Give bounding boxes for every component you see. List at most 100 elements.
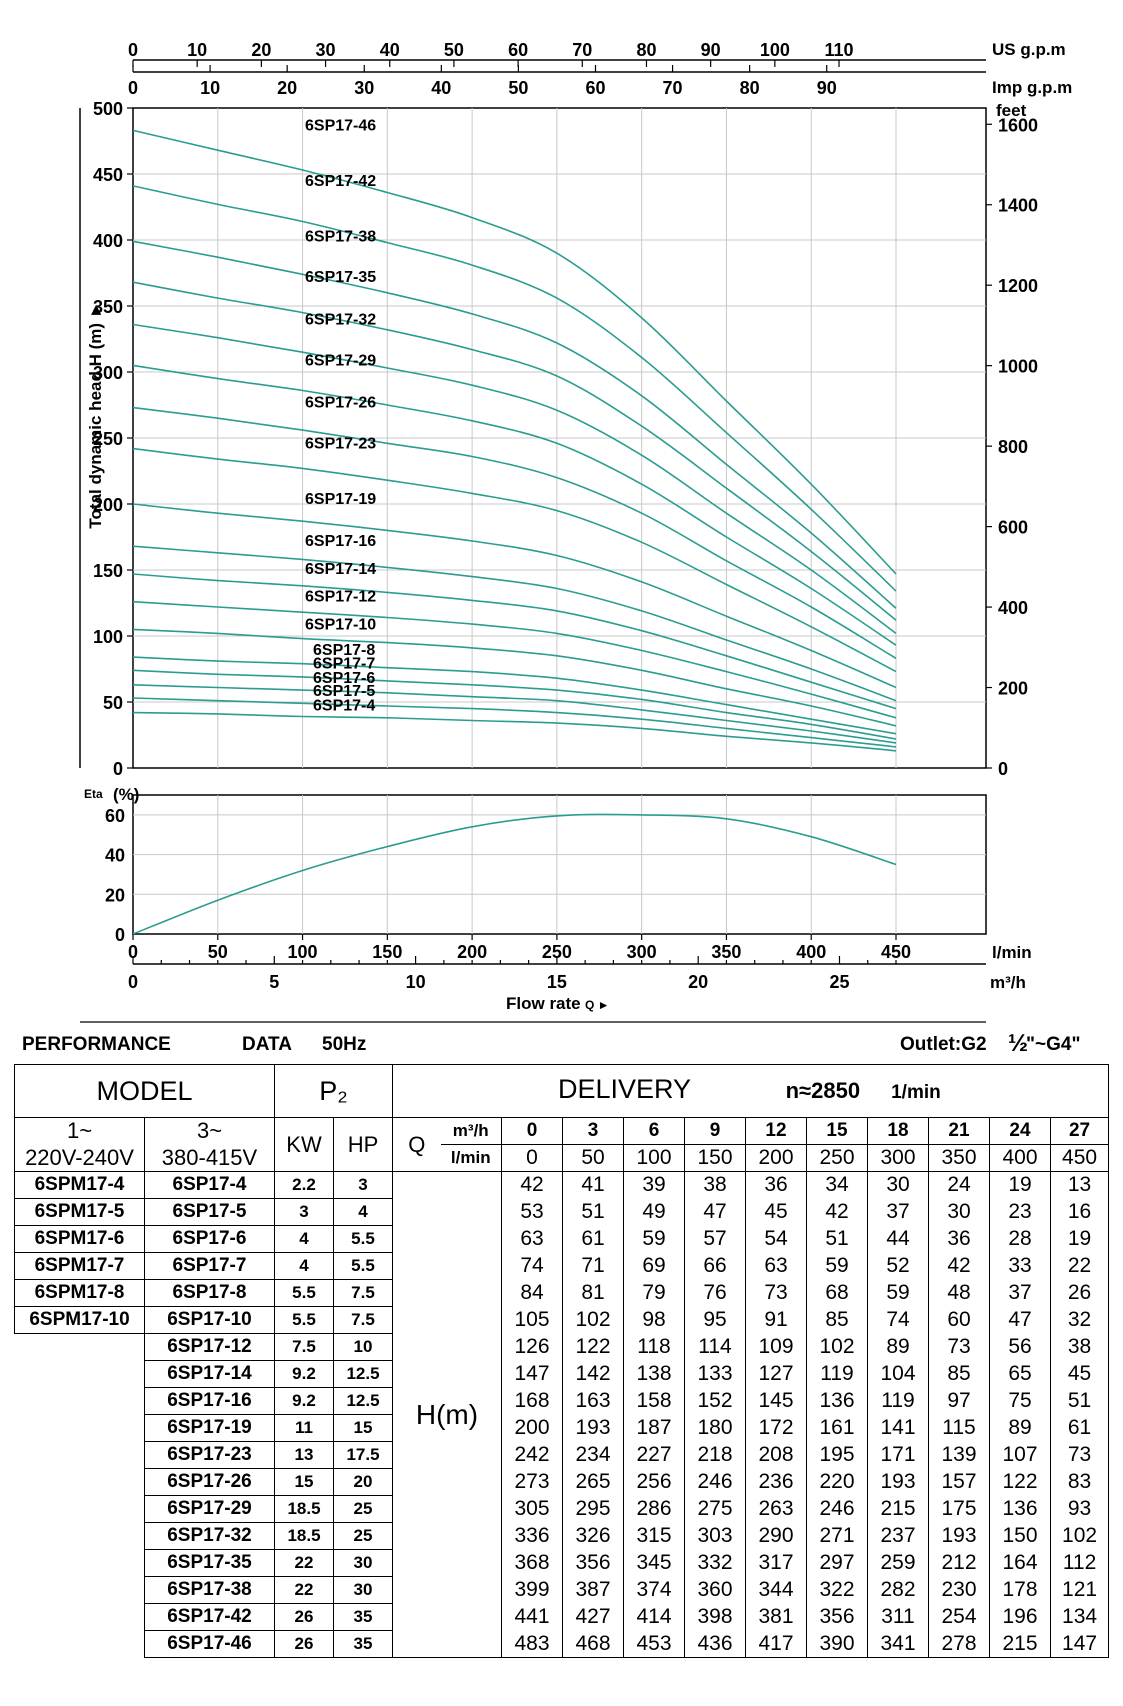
head-cell: 83 — [1049, 1468, 1110, 1496]
head-cell: 93 — [1049, 1495, 1110, 1523]
head-cell: 275 — [684, 1495, 746, 1523]
y-tick-label: 0 — [113, 759, 123, 779]
head-cell: 97 — [928, 1387, 990, 1415]
series-label: 6SP17-12 — [305, 589, 376, 606]
imp-gpm-tick-label: 60 — [585, 78, 605, 98]
model-3phase-cell: 6SP17-19 — [144, 1414, 275, 1442]
q-m3h-cell: 0 — [501, 1117, 563, 1145]
eta-plot-frame — [132, 794, 987, 935]
head-curve-6sp17-42 — [132, 185, 897, 592]
model-header: MODEL — [14, 1064, 275, 1118]
head-cell: 246 — [806, 1495, 868, 1523]
head-cell: 84 — [501, 1279, 563, 1307]
us-gpm-tick-label: 40 — [380, 40, 400, 60]
q-lmin-cell: 350 — [928, 1144, 990, 1172]
head-cell: 398 — [684, 1603, 746, 1631]
delivery-header: DELIVERY n≈2850 1/min — [391, 1064, 1110, 1118]
model-1phase-cell: 6SPM17-7 — [14, 1252, 145, 1280]
kw-cell: 4 — [274, 1252, 334, 1280]
series-label: 6SP17-32 — [305, 311, 376, 328]
head-cell: 68 — [806, 1279, 868, 1307]
table-row: 6SP17-38 22 30 399 387 374 360 344 322 282 230 178 1… — [14, 1576, 1110, 1604]
head-cell: 145 — [745, 1387, 807, 1415]
head-cell: 356 — [806, 1603, 868, 1631]
imp-gpm-tick-label: 10 — [200, 78, 220, 98]
head-cell: 215 — [867, 1495, 929, 1523]
head-cell: 73 — [1049, 1441, 1110, 1469]
head-cell: 208 — [745, 1441, 807, 1469]
performance-header: PERFORMANCE DATA 50Hz Outlet:G2 ½ "~G4" — [22, 1030, 1102, 1064]
head-curve-6sp17-10 — [132, 628, 897, 727]
head-cell: 63 — [745, 1252, 807, 1280]
lmin-tick-label: 0 — [128, 942, 138, 962]
head-cell: 85 — [928, 1360, 990, 1388]
model-3phase-cell: 6SP17-29 — [144, 1495, 275, 1523]
head-cell: 295 — [562, 1495, 624, 1523]
y-tick-label: 50 — [103, 693, 123, 713]
lmin-tick-label: 450 — [881, 942, 911, 962]
head-cell: 271 — [806, 1522, 868, 1550]
head-cell: 139 — [928, 1441, 990, 1469]
model-3phase-cell: 6SP17-10 — [144, 1306, 275, 1334]
head-cell: 38 — [1049, 1333, 1110, 1361]
head-cell: 195 — [806, 1441, 868, 1469]
kw-header: KW — [274, 1117, 334, 1172]
head-cell: 19 — [1049, 1225, 1110, 1253]
head-cell: 193 — [928, 1522, 990, 1550]
hp-cell: 35 — [333, 1630, 393, 1658]
speed-label: n≈2850 — [785, 1078, 861, 1103]
us-gpm-tick-label: 30 — [316, 40, 336, 60]
head-cell: 42 — [806, 1198, 868, 1226]
head-cell: 121 — [1049, 1576, 1110, 1604]
feet-axis-label: feet — [996, 101, 1027, 120]
head-cell: 147 — [501, 1360, 563, 1388]
head-cell: 126 — [501, 1333, 563, 1361]
series-label: 6SP17-38 — [305, 228, 376, 245]
head-cell: 236 — [745, 1468, 807, 1496]
head-cell: 157 — [928, 1468, 990, 1496]
us-gpm-tick-label: 50 — [444, 40, 464, 60]
head-cell: 30 — [867, 1171, 929, 1199]
series-label: 6SP17-14 — [305, 561, 376, 578]
head-cell: 180 — [684, 1414, 746, 1442]
head-cell: 54 — [745, 1225, 807, 1253]
model-3phase-cell: 6SP17-16 — [144, 1387, 275, 1415]
hp-cell: 3 — [333, 1171, 393, 1199]
head-cell: 42 — [501, 1171, 563, 1199]
q-m3h-cell: 9 — [684, 1117, 746, 1145]
head-cell: 45 — [1049, 1360, 1110, 1388]
table-row: 6SP17-29 18.5 25 305 295 286 275 263 246 215 175 13… — [14, 1495, 1110, 1523]
eta-tick-label: 40 — [105, 846, 125, 866]
head-cell: 297 — [806, 1549, 868, 1577]
head-cell: 441 — [501, 1603, 563, 1631]
head-cell: 44 — [867, 1225, 929, 1253]
head-cell: 38 — [684, 1171, 746, 1199]
kw-cell: 3 — [274, 1198, 334, 1226]
model-3phase-cell: 6SP17-42 — [144, 1603, 275, 1631]
us-gpm-tick-label: 70 — [572, 40, 592, 60]
model-3phase-cell: 6SP17-5 — [144, 1198, 275, 1226]
phase1-header: 1~ — [14, 1117, 145, 1145]
head-unit-label: H(m) — [392, 1171, 502, 1658]
feet-tick-label: 200 — [998, 679, 1028, 699]
head-curve-6sp17-19 — [132, 503, 897, 689]
model-3phase-cell: 6SP17-8 — [144, 1279, 275, 1307]
head-cell: 42 — [928, 1252, 990, 1280]
head-cell: 61 — [1049, 1414, 1110, 1442]
head-curve-6sp17-6 — [132, 684, 897, 744]
eta-tick-label: 0 — [115, 925, 125, 945]
hp-cell: 25 — [333, 1522, 393, 1550]
model-1phase-cell: 6SPM17-10 — [14, 1306, 145, 1334]
head-cell: 65 — [989, 1360, 1051, 1388]
q-m3h-cell: 15 — [806, 1117, 868, 1145]
head-cell: 112 — [1049, 1549, 1110, 1577]
kw-cell: 2.2 — [274, 1171, 334, 1199]
model-1phase-cell — [14, 1522, 145, 1550]
hp-cell: 35 — [333, 1603, 393, 1631]
model-1phase-cell: 6SPM17-6 — [14, 1225, 145, 1253]
head-cell: 427 — [562, 1603, 624, 1631]
model-1phase-cell — [14, 1549, 145, 1577]
head-cell: 51 — [562, 1198, 624, 1226]
head-cell: 134 — [1049, 1603, 1110, 1631]
head-cell: 242 — [501, 1441, 563, 1469]
